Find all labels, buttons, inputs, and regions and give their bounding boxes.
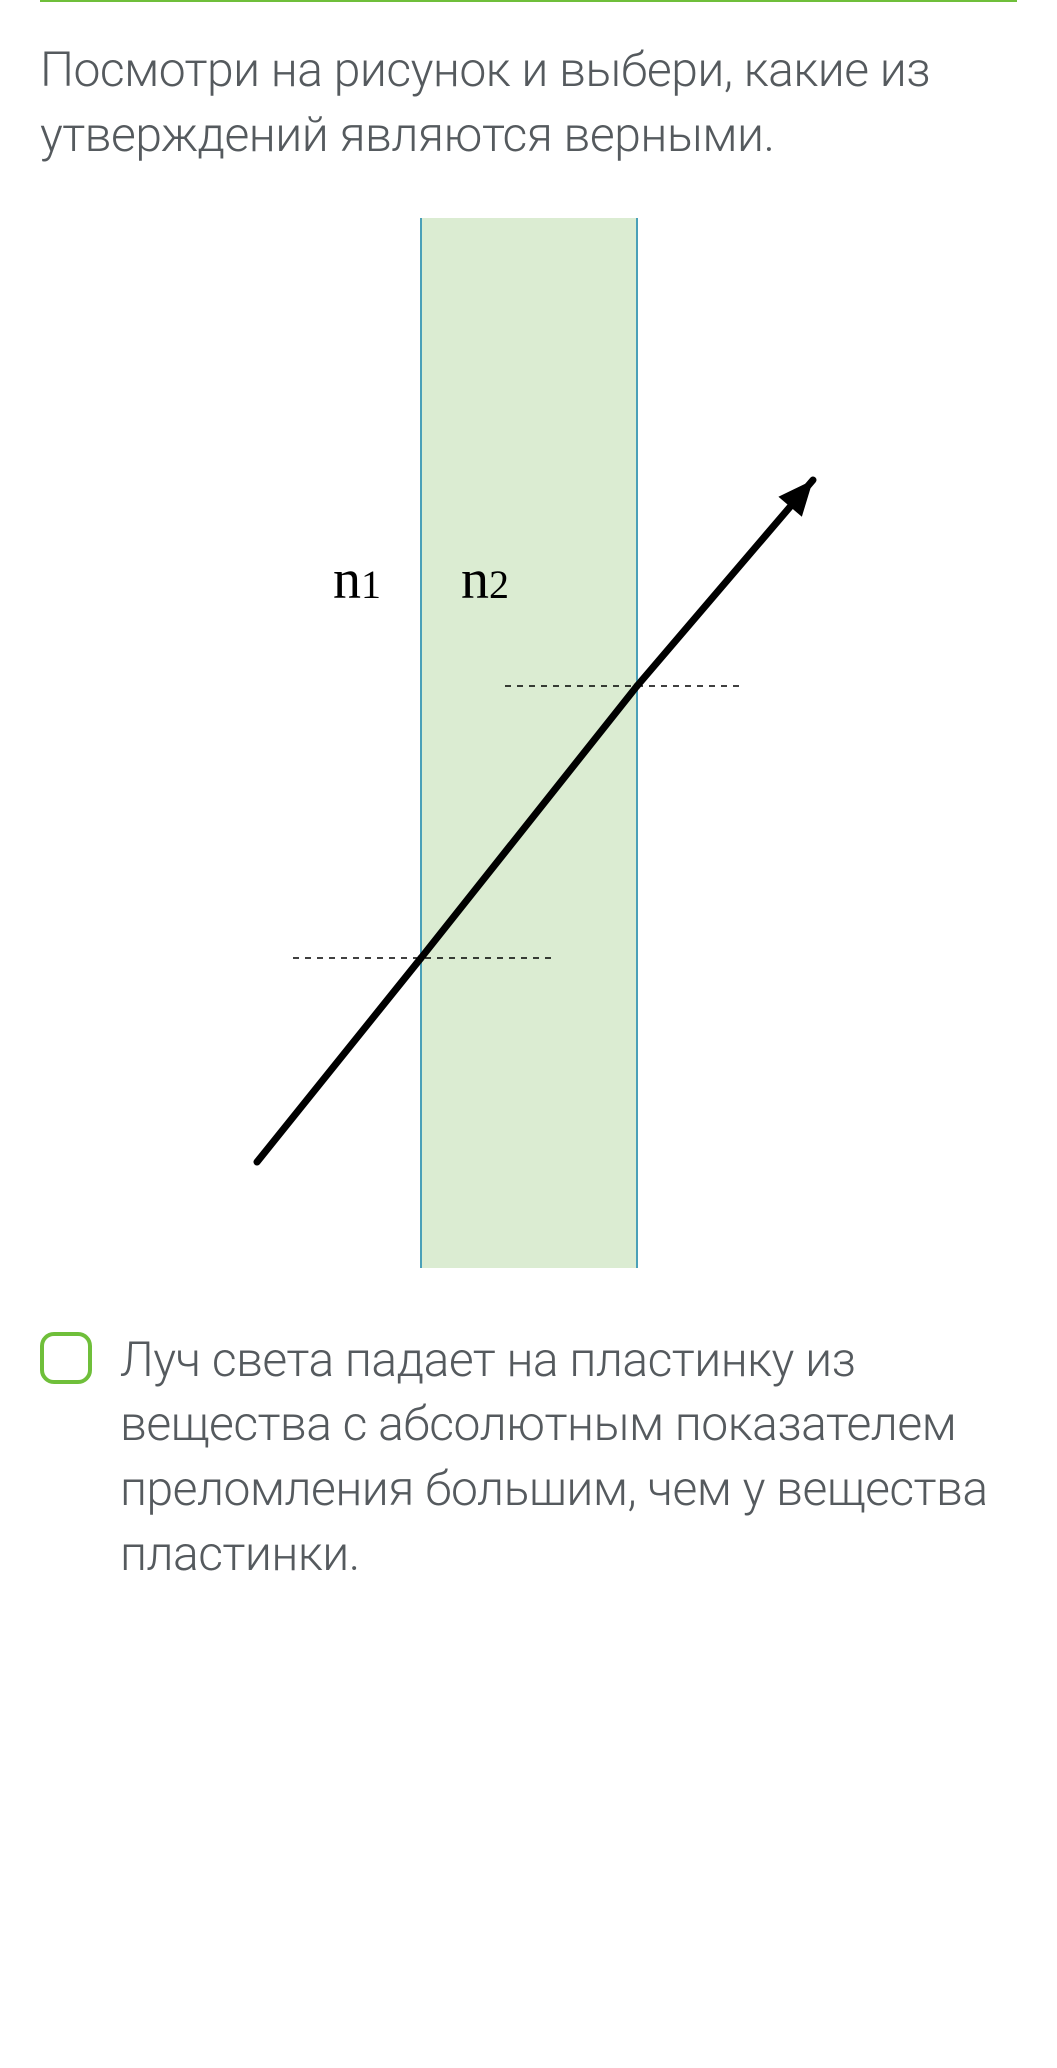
question-text: Посмотри на рисунок и выбери, какие из у… xyxy=(0,2,1057,188)
checkbox[interactable] xyxy=(40,1332,92,1384)
figure-container: n1n2 xyxy=(0,188,1057,1308)
refraction-diagram: n1n2 xyxy=(149,218,909,1268)
answer-text: Луч света падает на пластинку из веществ… xyxy=(120,1328,1017,1587)
answer-option-0[interactable]: Луч света падает на пластинку из веществ… xyxy=(0,1308,1057,1627)
